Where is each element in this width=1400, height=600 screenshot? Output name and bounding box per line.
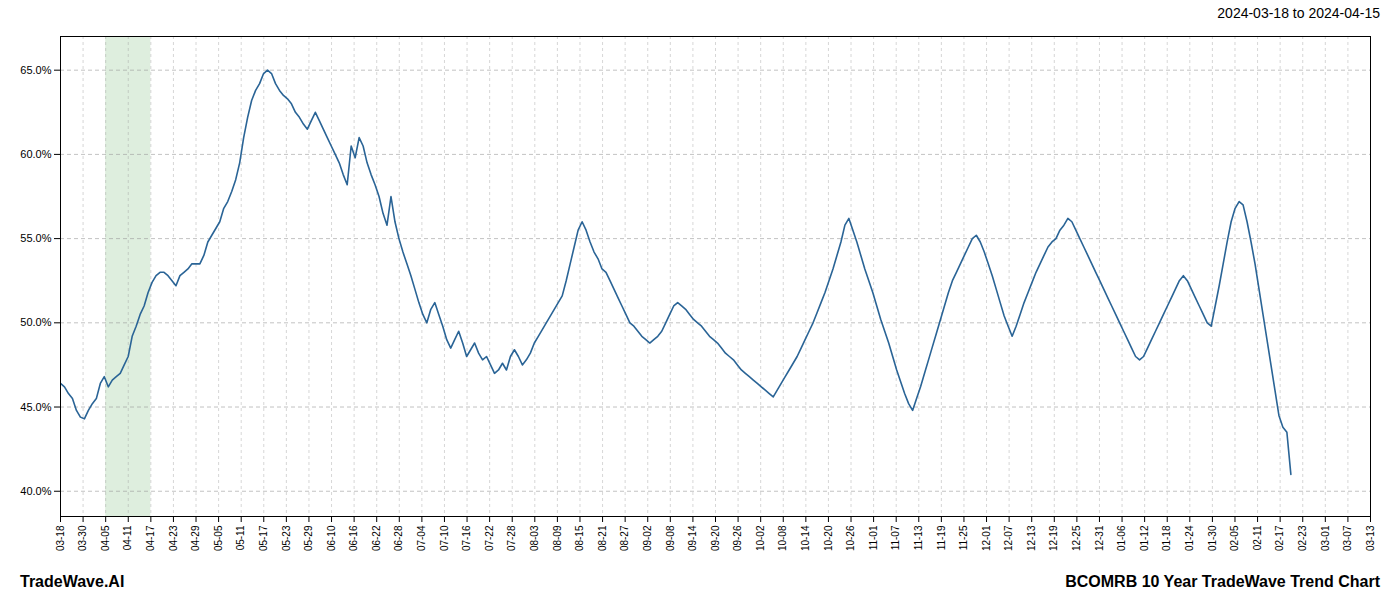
svg-text:08-15: 08-15	[574, 525, 585, 551]
svg-text:12-01: 12-01	[981, 525, 992, 551]
svg-text:05-17: 05-17	[258, 525, 269, 551]
svg-text:11-25: 11-25	[958, 525, 969, 550]
svg-text:01-24: 01-24	[1184, 525, 1195, 551]
html-text:BCOMRB 10 Year TradeWave Trend: BCOMRB 10 Year TradeWave Trend Chart	[1065, 573, 1380, 590]
svg-text:10-14: 10-14	[800, 525, 811, 551]
svg-text:09-08: 09-08	[665, 525, 676, 551]
svg-text:04-11: 04-11	[122, 525, 133, 550]
svg-text:05-29: 05-29	[303, 525, 314, 551]
svg-text:09-26: 09-26	[732, 525, 743, 551]
svg-text:08-21: 08-21	[597, 525, 608, 551]
svg-text:02-17: 02-17	[1274, 525, 1285, 551]
svg-text:11-19: 11-19	[936, 525, 947, 550]
svg-text:12-19: 12-19	[1048, 525, 1059, 551]
svg-text:04-29: 04-29	[190, 525, 201, 551]
html-text:2024-03-18 to 2024-04-15: 2024-03-18 to 2024-04-15	[1217, 5, 1380, 21]
svg-text:11-01: 11-01	[868, 525, 879, 550]
svg-text:02-05: 02-05	[1229, 525, 1240, 551]
svg-text:07-22: 07-22	[484, 525, 495, 551]
svg-text:45.0%: 45.0%	[20, 401, 51, 413]
svg-text:12-13: 12-13	[1026, 525, 1037, 551]
svg-text:07-28: 07-28	[506, 525, 517, 551]
svg-text:06-28: 06-28	[393, 525, 404, 551]
svg-text:10-26: 10-26	[845, 525, 856, 551]
svg-text:05-11: 05-11	[235, 525, 246, 550]
svg-text:03-30: 03-30	[77, 525, 88, 551]
svg-text:65.0%: 65.0%	[20, 64, 51, 76]
svg-text:02-23: 02-23	[1297, 525, 1308, 551]
svg-text:09-20: 09-20	[710, 525, 721, 551]
svg-text:06-16: 06-16	[348, 525, 359, 551]
svg-text:07-04: 07-04	[416, 525, 427, 551]
svg-text:08-09: 08-09	[552, 525, 563, 551]
svg-text:08-27: 08-27	[619, 525, 630, 551]
svg-text:09-14: 09-14	[687, 525, 698, 551]
svg-text:01-12: 01-12	[1139, 525, 1150, 551]
svg-text:02-11: 02-11	[1252, 525, 1263, 550]
svg-text:10-02: 10-02	[755, 525, 766, 551]
svg-text:10-08: 10-08	[777, 525, 788, 551]
svg-text:12-07: 12-07	[1003, 525, 1014, 551]
svg-text:06-10: 06-10	[326, 525, 337, 551]
svg-text:01-30: 01-30	[1207, 525, 1218, 551]
svg-text:09-02: 09-02	[642, 525, 653, 551]
svg-text:01-18: 01-18	[1161, 525, 1172, 551]
svg-text:55.0%: 55.0%	[20, 232, 51, 244]
svg-text:50.0%: 50.0%	[20, 316, 51, 328]
svg-text:01-06: 01-06	[1116, 525, 1127, 551]
svg-text:07-16: 07-16	[461, 525, 472, 551]
svg-text:03-18: 03-18	[55, 525, 66, 551]
svg-text:03-13: 03-13	[1365, 525, 1376, 551]
svg-text:11-13: 11-13	[913, 525, 924, 550]
svg-text:04-17: 04-17	[145, 525, 156, 551]
svg-text:04-23: 04-23	[168, 525, 179, 551]
svg-text:05-05: 05-05	[213, 525, 224, 551]
svg-text:04-05: 04-05	[100, 525, 111, 551]
svg-text:08-03: 08-03	[529, 525, 540, 551]
svg-text:07-10: 07-10	[439, 525, 450, 551]
svg-text:40.0%: 40.0%	[20, 485, 51, 497]
svg-text:60.0%: 60.0%	[20, 148, 51, 160]
svg-text:11-07: 11-07	[890, 525, 901, 550]
html-text:TradeWave.AI: TradeWave.AI	[20, 573, 125, 590]
svg-text:05-23: 05-23	[281, 525, 292, 551]
svg-text:12-31: 12-31	[1094, 525, 1105, 551]
svg-text:10-20: 10-20	[823, 525, 834, 551]
svg-text:06-22: 06-22	[371, 525, 382, 551]
svg-text:03-07: 03-07	[1342, 525, 1353, 551]
svg-text:12-25: 12-25	[1071, 525, 1082, 551]
svg-text:03-01: 03-01	[1320, 525, 1331, 551]
